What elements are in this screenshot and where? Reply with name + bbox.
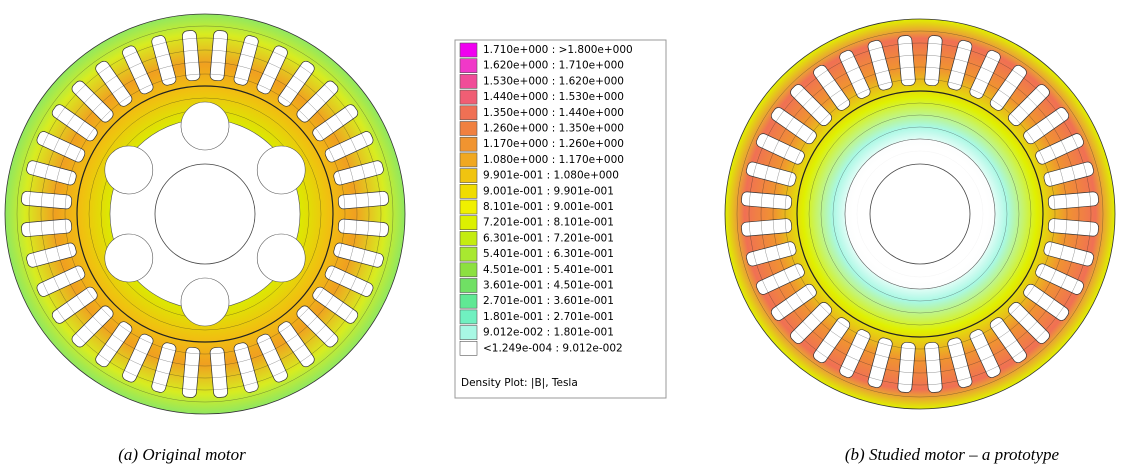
legend-label: 1.350e+000 : 1.440e+000 [483,107,624,119]
legend-swatch [460,247,477,261]
rotor-lobe [181,102,229,150]
legend-swatch [460,263,477,277]
legend-label: 1.801e-001 : 2.701e-001 [483,311,614,323]
legend-label: 6.301e-001 : 7.201e-001 [483,232,614,244]
rotor-lobe [105,234,153,282]
legend-label: 1.710e+000 : >1.800e+000 [483,44,633,56]
motor-plot [5,14,405,414]
legend-swatch [460,90,477,104]
legend-swatch [460,200,477,214]
legend-swatch [460,294,477,308]
legend-label: 4.501e-001 : 5.401e-001 [483,264,614,276]
legend-swatch [460,231,477,245]
legend-swatch [460,279,477,293]
legend-label: 1.530e+000 : 1.620e+000 [483,75,624,87]
rotor-lobe [257,234,305,282]
legend-swatch [460,43,477,57]
legend-label: 7.201e-001 : 8.101e-001 [483,217,614,229]
legend-label: 1.440e+000 : 1.530e+000 [483,91,624,103]
figure: 1.710e+000 : >1.800e+000 1.620e+000 : 1.7… [0,0,1129,472]
legend-label: 1.170e+000 : 1.260e+000 [483,138,624,150]
legend-label: 9.001e-001 : 9.901e-001 [483,185,614,197]
shaft [870,164,970,264]
legend-swatch [460,74,477,88]
legend-label: <1.249e-004 : 9.012e-002 [483,342,623,354]
legend-label: 1.080e+000 : 1.170e+000 [483,154,624,166]
legend-label: 8.101e-001 : 9.001e-001 [483,201,614,213]
legend-swatch [460,326,477,340]
legend-swatch [460,122,477,136]
legend-swatch [460,184,477,198]
legend-label: 9.012e-002 : 1.801e-001 [483,327,614,339]
caption: (a) Original motor [118,445,246,464]
legend-label: 5.401e-001 : 6.301e-001 [483,248,614,260]
motor-plot [725,19,1115,409]
legend-swatch [460,216,477,230]
rotor-lobe [257,146,305,194]
legend-title: Density Plot: |B|, Tesla [461,377,578,389]
legend-swatch [460,59,477,73]
shaft [155,164,255,264]
caption: (b) Studied motor – a prototype [845,445,1060,464]
legend-swatch [460,310,477,324]
rotor-lobe [105,146,153,194]
legend-swatch [460,106,477,120]
legend-label: 2.701e-001 : 3.601e-001 [483,295,614,307]
legend-label: 3.601e-001 : 4.501e-001 [483,280,614,292]
legend-swatch [460,341,477,355]
legend-label: 9.901e-001 : 1.080e+000 [483,170,619,182]
legend-swatch [460,137,477,151]
legend-label: 1.620e+000 : 1.710e+000 [483,60,624,72]
rotor-lobe [181,278,229,326]
legend-swatch [460,153,477,167]
legend-label: 1.260e+000 : 1.350e+000 [483,123,624,135]
legend-swatch [460,169,477,183]
